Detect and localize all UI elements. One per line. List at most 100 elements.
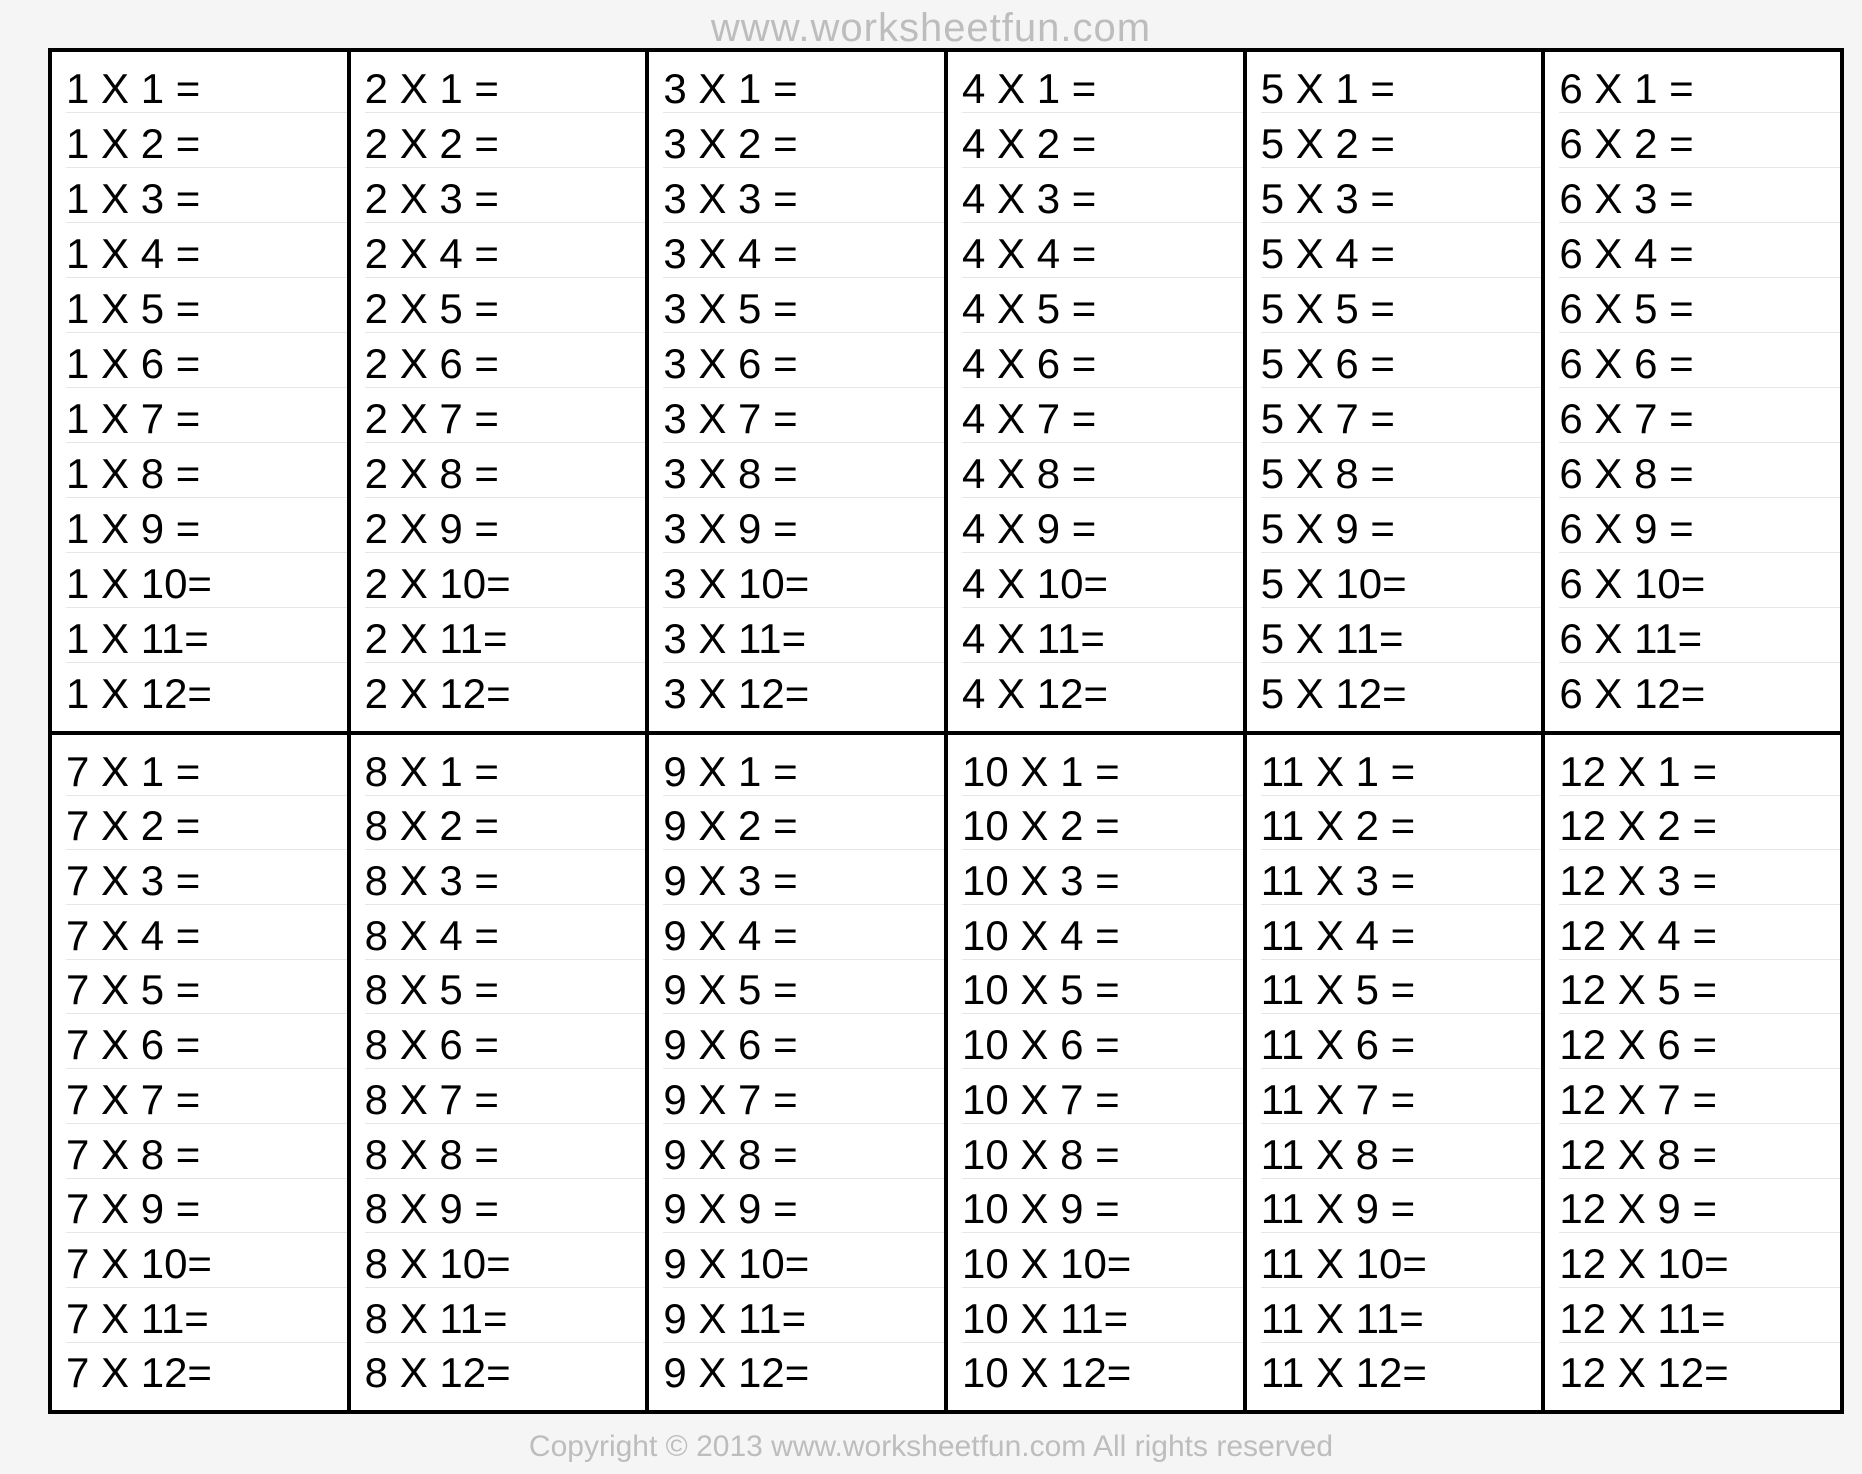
equation: 10 X 10= (962, 1241, 1243, 1288)
equation: 4 X 1 = (962, 66, 1243, 113)
equation: 10 X 3 = (962, 858, 1243, 905)
equation: 5 X 7 = (1261, 396, 1542, 443)
equation: 11 X 2 = (1261, 803, 1542, 850)
col-times-11: 11 X 1 = 11 X 2 = 11 X 3 = 11 X 4 = 11 X… (1243, 735, 1542, 1410)
equation: 9 X 8 = (663, 1132, 944, 1179)
equation: 3 X 1 = (663, 66, 944, 113)
col-times-12: 12 X 1 = 12 X 2 = 12 X 3 = 12 X 4 = 12 X… (1541, 735, 1840, 1410)
equation: 7 X 1 = (66, 749, 347, 796)
equation: 3 X 10= (663, 561, 944, 608)
equation: 9 X 4 = (663, 913, 944, 960)
equation: 8 X 9 = (365, 1186, 646, 1233)
col-times-4: 4 X 1 = 4 X 2 = 4 X 3 = 4 X 4 = 4 X 5 = … (944, 52, 1243, 731)
equation: 10 X 5 = (962, 967, 1243, 1014)
equation: 9 X 12= (663, 1350, 944, 1396)
equation: 8 X 12= (365, 1350, 646, 1396)
equation: 6 X 9 = (1559, 506, 1840, 553)
equation: 10 X 7 = (962, 1077, 1243, 1124)
equation: 7 X 7 = (66, 1077, 347, 1124)
equation: 1 X 7 = (66, 396, 347, 443)
equation: 5 X 8 = (1261, 451, 1542, 498)
equation: 2 X 12= (365, 671, 646, 717)
equation: 9 X 2 = (663, 803, 944, 850)
equation: 4 X 6 = (962, 341, 1243, 388)
equation: 12 X 12= (1559, 1350, 1840, 1396)
equation: 1 X 12= (66, 671, 347, 717)
equation: 11 X 5 = (1261, 967, 1542, 1014)
equation: 5 X 4 = (1261, 231, 1542, 278)
equation: 8 X 2 = (365, 803, 646, 850)
equation: 2 X 4 = (365, 231, 646, 278)
equation: 8 X 10= (365, 1241, 646, 1288)
equation: 2 X 3 = (365, 176, 646, 223)
equation: 6 X 4 = (1559, 231, 1840, 278)
equation: 9 X 10= (663, 1241, 944, 1288)
equation: 8 X 4 = (365, 913, 646, 960)
equation: 4 X 9 = (962, 506, 1243, 553)
equation: 11 X 7 = (1261, 1077, 1542, 1124)
equation: 11 X 8 = (1261, 1132, 1542, 1179)
equation: 2 X 11= (365, 616, 646, 663)
equation: 10 X 6 = (962, 1022, 1243, 1069)
equation: 2 X 10= (365, 561, 646, 608)
equation: 12 X 3 = (1559, 858, 1840, 905)
equation: 4 X 11= (962, 616, 1243, 663)
equation: 7 X 12= (66, 1350, 347, 1396)
equation: 11 X 9 = (1261, 1186, 1542, 1233)
col-times-5: 5 X 1 = 5 X 2 = 5 X 3 = 5 X 4 = 5 X 5 = … (1243, 52, 1542, 731)
equation: 6 X 6 = (1559, 341, 1840, 388)
equation: 10 X 12= (962, 1350, 1243, 1396)
equation: 4 X 8 = (962, 451, 1243, 498)
equation: 1 X 9 = (66, 506, 347, 553)
equation: 4 X 10= (962, 561, 1243, 608)
equation: 7 X 6 = (66, 1022, 347, 1069)
equation: 7 X 8 = (66, 1132, 347, 1179)
equation: 9 X 5 = (663, 967, 944, 1014)
equation: 8 X 3 = (365, 858, 646, 905)
equation: 2 X 1 = (365, 66, 646, 113)
equation: 5 X 2 = (1261, 121, 1542, 168)
equation: 4 X 7 = (962, 396, 1243, 443)
equation: 1 X 1 = (66, 66, 347, 113)
equation: 12 X 8 = (1559, 1132, 1840, 1179)
equation: 11 X 11= (1261, 1296, 1542, 1343)
equation: 4 X 4 = (962, 231, 1243, 278)
equation: 3 X 12= (663, 671, 944, 717)
equation: 3 X 9 = (663, 506, 944, 553)
equation: 7 X 11= (66, 1296, 347, 1343)
rowgroup-7to12: 7 X 1 = 7 X 2 = 7 X 3 = 7 X 4 = 7 X 5 = … (52, 731, 1840, 1410)
col-times-8: 8 X 1 = 8 X 2 = 8 X 3 = 8 X 4 = 8 X 5 = … (347, 735, 646, 1410)
equation: 1 X 2 = (66, 121, 347, 168)
equation: 1 X 11= (66, 616, 347, 663)
equation: 12 X 10= (1559, 1241, 1840, 1288)
equation: 8 X 8 = (365, 1132, 646, 1179)
equation: 11 X 12= (1261, 1350, 1542, 1396)
equation: 10 X 11= (962, 1296, 1243, 1343)
equation: 4 X 12= (962, 671, 1243, 717)
equation: 5 X 12= (1261, 671, 1542, 717)
equation: 7 X 5 = (66, 967, 347, 1014)
equation: 10 X 9 = (962, 1186, 1243, 1233)
equation: 12 X 6 = (1559, 1022, 1840, 1069)
equation: 8 X 6 = (365, 1022, 646, 1069)
equation: 7 X 2 = (66, 803, 347, 850)
equation: 5 X 9 = (1261, 506, 1542, 553)
equation: 4 X 3 = (962, 176, 1243, 223)
equation: 3 X 4 = (663, 231, 944, 278)
equation: 6 X 3 = (1559, 176, 1840, 223)
equation: 10 X 4 = (962, 913, 1243, 960)
equation: 7 X 9 = (66, 1186, 347, 1233)
equation: 8 X 1 = (365, 749, 646, 796)
col-times-9: 9 X 1 = 9 X 2 = 9 X 3 = 9 X 4 = 9 X 5 = … (645, 735, 944, 1410)
col-times-10: 10 X 1 = 10 X 2 = 10 X 3 = 10 X 4 = 10 X… (944, 735, 1243, 1410)
equation: 11 X 6 = (1261, 1022, 1542, 1069)
equation: 8 X 11= (365, 1296, 646, 1343)
equation: 6 X 7 = (1559, 396, 1840, 443)
equation: 9 X 1 = (663, 749, 944, 796)
equation: 6 X 1 = (1559, 66, 1840, 113)
equation: 7 X 3 = (66, 858, 347, 905)
equation: 1 X 5 = (66, 286, 347, 333)
equation: 6 X 12= (1559, 671, 1840, 717)
equation: 3 X 3 = (663, 176, 944, 223)
equation: 2 X 8 = (365, 451, 646, 498)
